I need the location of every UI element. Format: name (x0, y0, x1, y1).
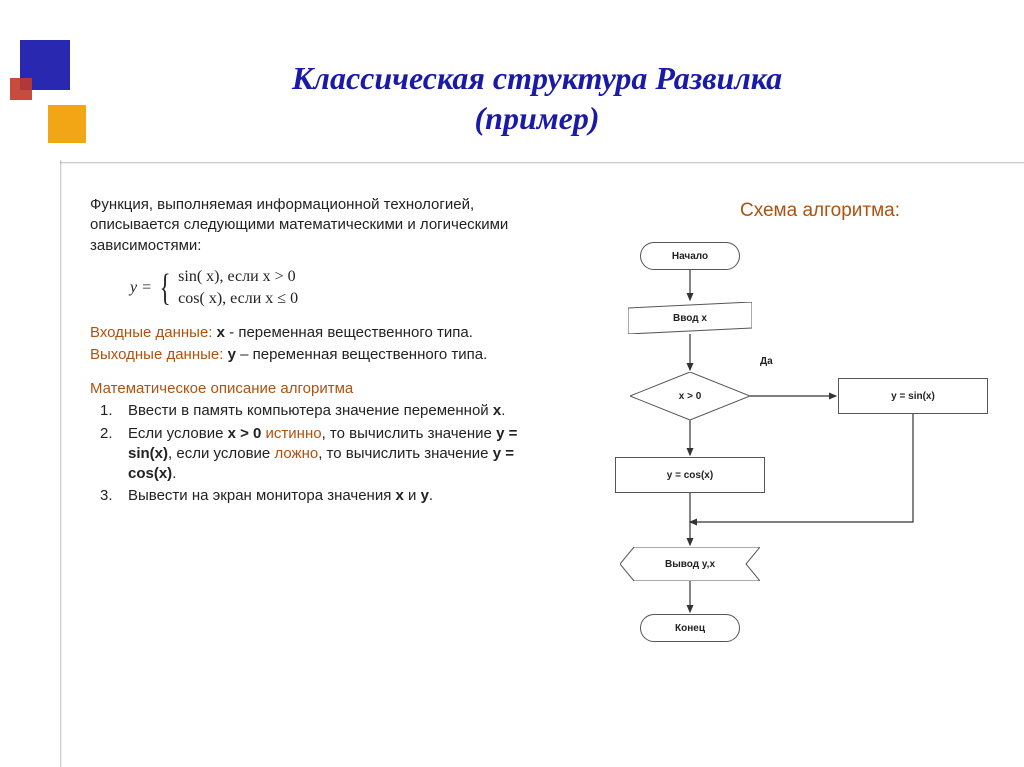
node-start: Начало (640, 242, 740, 270)
left-column: Функция, выполняемая информационной техн… (90, 195, 530, 509)
output-rest: – переменная вещественного типа. (240, 346, 487, 363)
output-data-line: Выходные данные: у – переменная веществе… (90, 345, 530, 365)
output-var: у (228, 346, 236, 363)
formula-block: y = { sin( x), если x > 0 cos( x), если … (130, 266, 530, 311)
node-sin: y = sin(x) (838, 378, 988, 414)
page-title: Классическая структура Развилка (пример) (90, 58, 984, 138)
steps-list: Ввести в память компьютера значение пере… (90, 401, 530, 506)
formula-brace: { (160, 278, 171, 299)
node-cos: y = cos(x) (615, 457, 765, 493)
title-line1: Классическая структура Развилка (292, 60, 782, 96)
input-rest: - переменная вещественного типа. (229, 324, 473, 341)
node-input: Ввод х (628, 302, 752, 334)
intro-content: Функция, выполняемая информационной техн… (90, 196, 508, 254)
right-column: Схема алгоритма: Начало (570, 200, 1010, 732)
intro-text: Функция, выполняемая информационной техн… (90, 195, 530, 256)
step-2: Если условие х > 0 истинно, то вычислить… (90, 424, 530, 485)
formula-lhs: y = (130, 279, 152, 296)
title-line2: (пример) (474, 100, 599, 136)
input-data-line: Входные данные: х - переменная веществен… (90, 323, 530, 343)
logo-red-square (10, 78, 32, 100)
output-label: Выходные данные: (90, 346, 223, 363)
formula-case2: cos( x), если x ≤ 0 (178, 290, 298, 307)
input-var: х (217, 324, 225, 341)
node-output: Вывод y,x (620, 547, 760, 581)
flowchart: Начало Ввод х x > 0 y = sin(x) y = cos(x… (570, 232, 1010, 732)
input-label: Входные данные: (90, 324, 212, 341)
step-3: Вывести на экран монитора значения х и у… (90, 486, 530, 506)
title-underline (60, 162, 1024, 164)
formula-cases: sin( x), если x > 0 cos( x), если x ≤ 0 (178, 266, 298, 311)
step-1: Ввести в память компьютера значение пере… (90, 401, 530, 421)
edge-label-yes: Да (760, 356, 773, 367)
node-decision: x > 0 (630, 372, 750, 420)
left-vertical-line (60, 160, 62, 767)
formula-case1: sin( x), если x > 0 (178, 268, 296, 285)
node-end: Конец (640, 614, 740, 642)
logo-yellow-square (48, 105, 86, 143)
scheme-title: Схема алгоритма: (630, 200, 1010, 222)
math-desc-title: Математическое описание алгоритма (90, 379, 530, 399)
